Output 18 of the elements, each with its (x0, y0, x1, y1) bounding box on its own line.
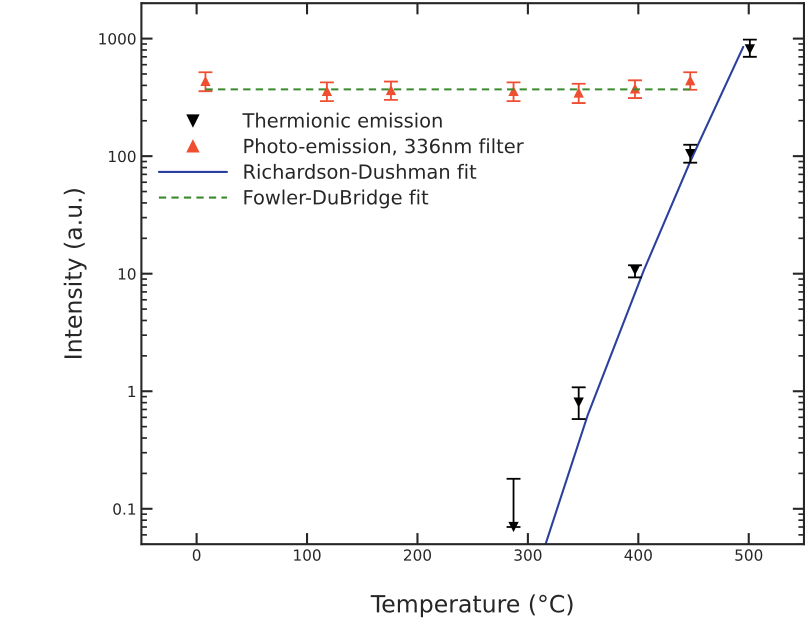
y-tick-label: 1000 (99, 33, 136, 45)
y-tick-label: 0.1 (113, 503, 136, 515)
y-tick-label: 10 (118, 268, 136, 280)
x-tick-label: 200 (404, 549, 432, 561)
x-tick-label: 500 (735, 549, 762, 561)
x-tick-label: 300 (514, 549, 542, 561)
legend-label: Photo-emission, 336nm filter (244, 138, 524, 156)
x-tick-label: 0 (192, 549, 200, 561)
line-series (544, 46, 744, 544)
x-tick-label: 400 (624, 549, 652, 561)
x-tick-label: 100 (294, 549, 321, 561)
y-axis-title: Intensity (a.u.) (64, 189, 87, 358)
y-tick-label: 1 (128, 386, 136, 398)
legend-label: Thermionic emission (242, 112, 442, 128)
y-tick-label: 100 (109, 150, 136, 162)
x-axis-title: Temperature (°C) (370, 594, 573, 618)
legend-label: Fowler-DuBridge fit (244, 190, 428, 208)
legend-label: Richardson-Dushman fit (244, 164, 476, 179)
